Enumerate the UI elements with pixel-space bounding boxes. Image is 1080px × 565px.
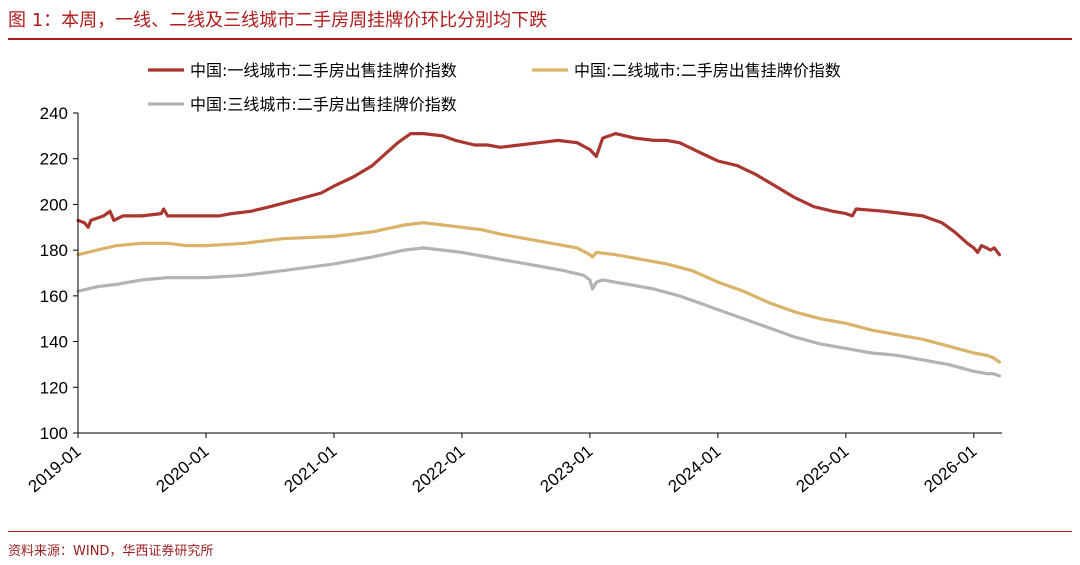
series-line-1 [76,132,1001,257]
series-line-2 [76,221,1001,364]
series-line-3 [76,246,1001,378]
y-tick-label-180: 180 [40,241,68,260]
x-tick-label-2022-01: 2022-01 [408,442,468,497]
x-tick-label-2019-01: 2019-01 [25,442,85,497]
x-tick-label-2023-01: 2023-01 [536,442,596,497]
legend-label-2: 中国:二线城市:二手房出售挂牌价指数 [574,61,841,80]
y-tick-label-120: 120 [40,378,68,397]
y-tick-label-140: 140 [40,333,68,352]
x-tick-label-2026-01: 2026-01 [920,442,980,497]
chart-legend: 中国:一线城市:二手房出售挂牌价指数 中国:二线城市:二手房出售挂牌价指数中国:三… [148,61,841,114]
figure-title: 图 1：本周，一线、二线及三线城市二手房周挂牌价环比分别均下跌 [8,10,548,31]
chart-axes: 100 120 140 160 180 200 220 240 2019-01 2020-01 20… [25,104,1002,496]
x-tick-label-2025-01: 2025-01 [792,442,852,497]
source-note: 资料来源：WIND，华西证券研究所 [8,544,214,559]
y-tick-label-100: 100 [40,424,68,443]
line-chart: 中国:一线城市:二手房出售挂牌价指数 中国:二线城市:二手房出售挂牌价指数中国:三… [25,61,1002,496]
x-tick-label-2021-01: 2021-01 [281,442,341,497]
y-tick-label-200: 200 [40,195,68,214]
legend-label-3: 中国:三线城市:二手房出售挂牌价指数 [190,95,457,114]
y-tick-label-220: 220 [40,150,68,169]
x-tick-label-2024-01: 2024-01 [664,442,724,497]
source-divider [8,531,1072,532]
x-tick-label-2020-01: 2020-01 [153,442,213,497]
y-tick-label-240: 240 [40,104,68,123]
series-layer [76,132,1001,378]
title-divider [8,38,1072,40]
legend-label-1: 中国:一线城市:二手房出售挂牌价指数 [190,61,457,80]
y-tick-label-160: 160 [40,287,68,306]
